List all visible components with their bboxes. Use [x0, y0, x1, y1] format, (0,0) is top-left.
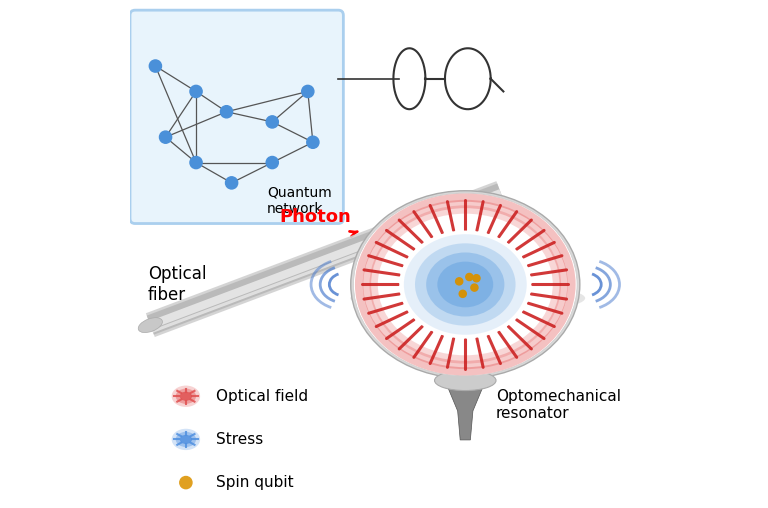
Circle shape: [473, 275, 480, 282]
Circle shape: [465, 273, 473, 280]
Text: Optomechanical
resonator: Optomechanical resonator: [496, 389, 621, 421]
Circle shape: [302, 85, 314, 98]
Polygon shape: [152, 198, 504, 333]
Text: Stress: Stress: [217, 432, 263, 447]
Circle shape: [160, 131, 172, 143]
Ellipse shape: [176, 432, 196, 447]
Circle shape: [190, 156, 202, 169]
Polygon shape: [147, 183, 505, 335]
Ellipse shape: [426, 252, 505, 316]
Ellipse shape: [172, 386, 200, 407]
Text: Quantum
network: Quantum network: [267, 185, 332, 215]
Ellipse shape: [437, 262, 493, 307]
Ellipse shape: [138, 318, 162, 333]
Ellipse shape: [435, 370, 496, 391]
Polygon shape: [149, 189, 502, 329]
Ellipse shape: [350, 282, 585, 314]
Circle shape: [471, 284, 478, 291]
Text: Photon: Photon: [280, 208, 352, 226]
Circle shape: [149, 60, 161, 72]
Ellipse shape: [351, 191, 580, 378]
Circle shape: [190, 85, 202, 98]
Circle shape: [266, 156, 278, 169]
Text: Spin qubit: Spin qubit: [217, 475, 294, 490]
Polygon shape: [146, 181, 505, 337]
Ellipse shape: [404, 234, 527, 335]
Ellipse shape: [353, 193, 577, 376]
Text: Optical
fiber: Optical fiber: [147, 265, 207, 304]
Ellipse shape: [180, 435, 192, 444]
Ellipse shape: [415, 243, 515, 326]
Ellipse shape: [172, 429, 200, 450]
Circle shape: [226, 177, 238, 189]
Circle shape: [306, 136, 319, 148]
Ellipse shape: [180, 392, 192, 401]
Circle shape: [180, 477, 192, 489]
Text: Optical field: Optical field: [217, 389, 309, 404]
Circle shape: [220, 106, 233, 118]
Polygon shape: [445, 380, 485, 440]
Ellipse shape: [399, 231, 531, 338]
FancyBboxPatch shape: [130, 10, 343, 224]
Circle shape: [266, 116, 278, 128]
Circle shape: [459, 290, 466, 297]
Circle shape: [455, 278, 463, 285]
Ellipse shape: [176, 389, 196, 404]
